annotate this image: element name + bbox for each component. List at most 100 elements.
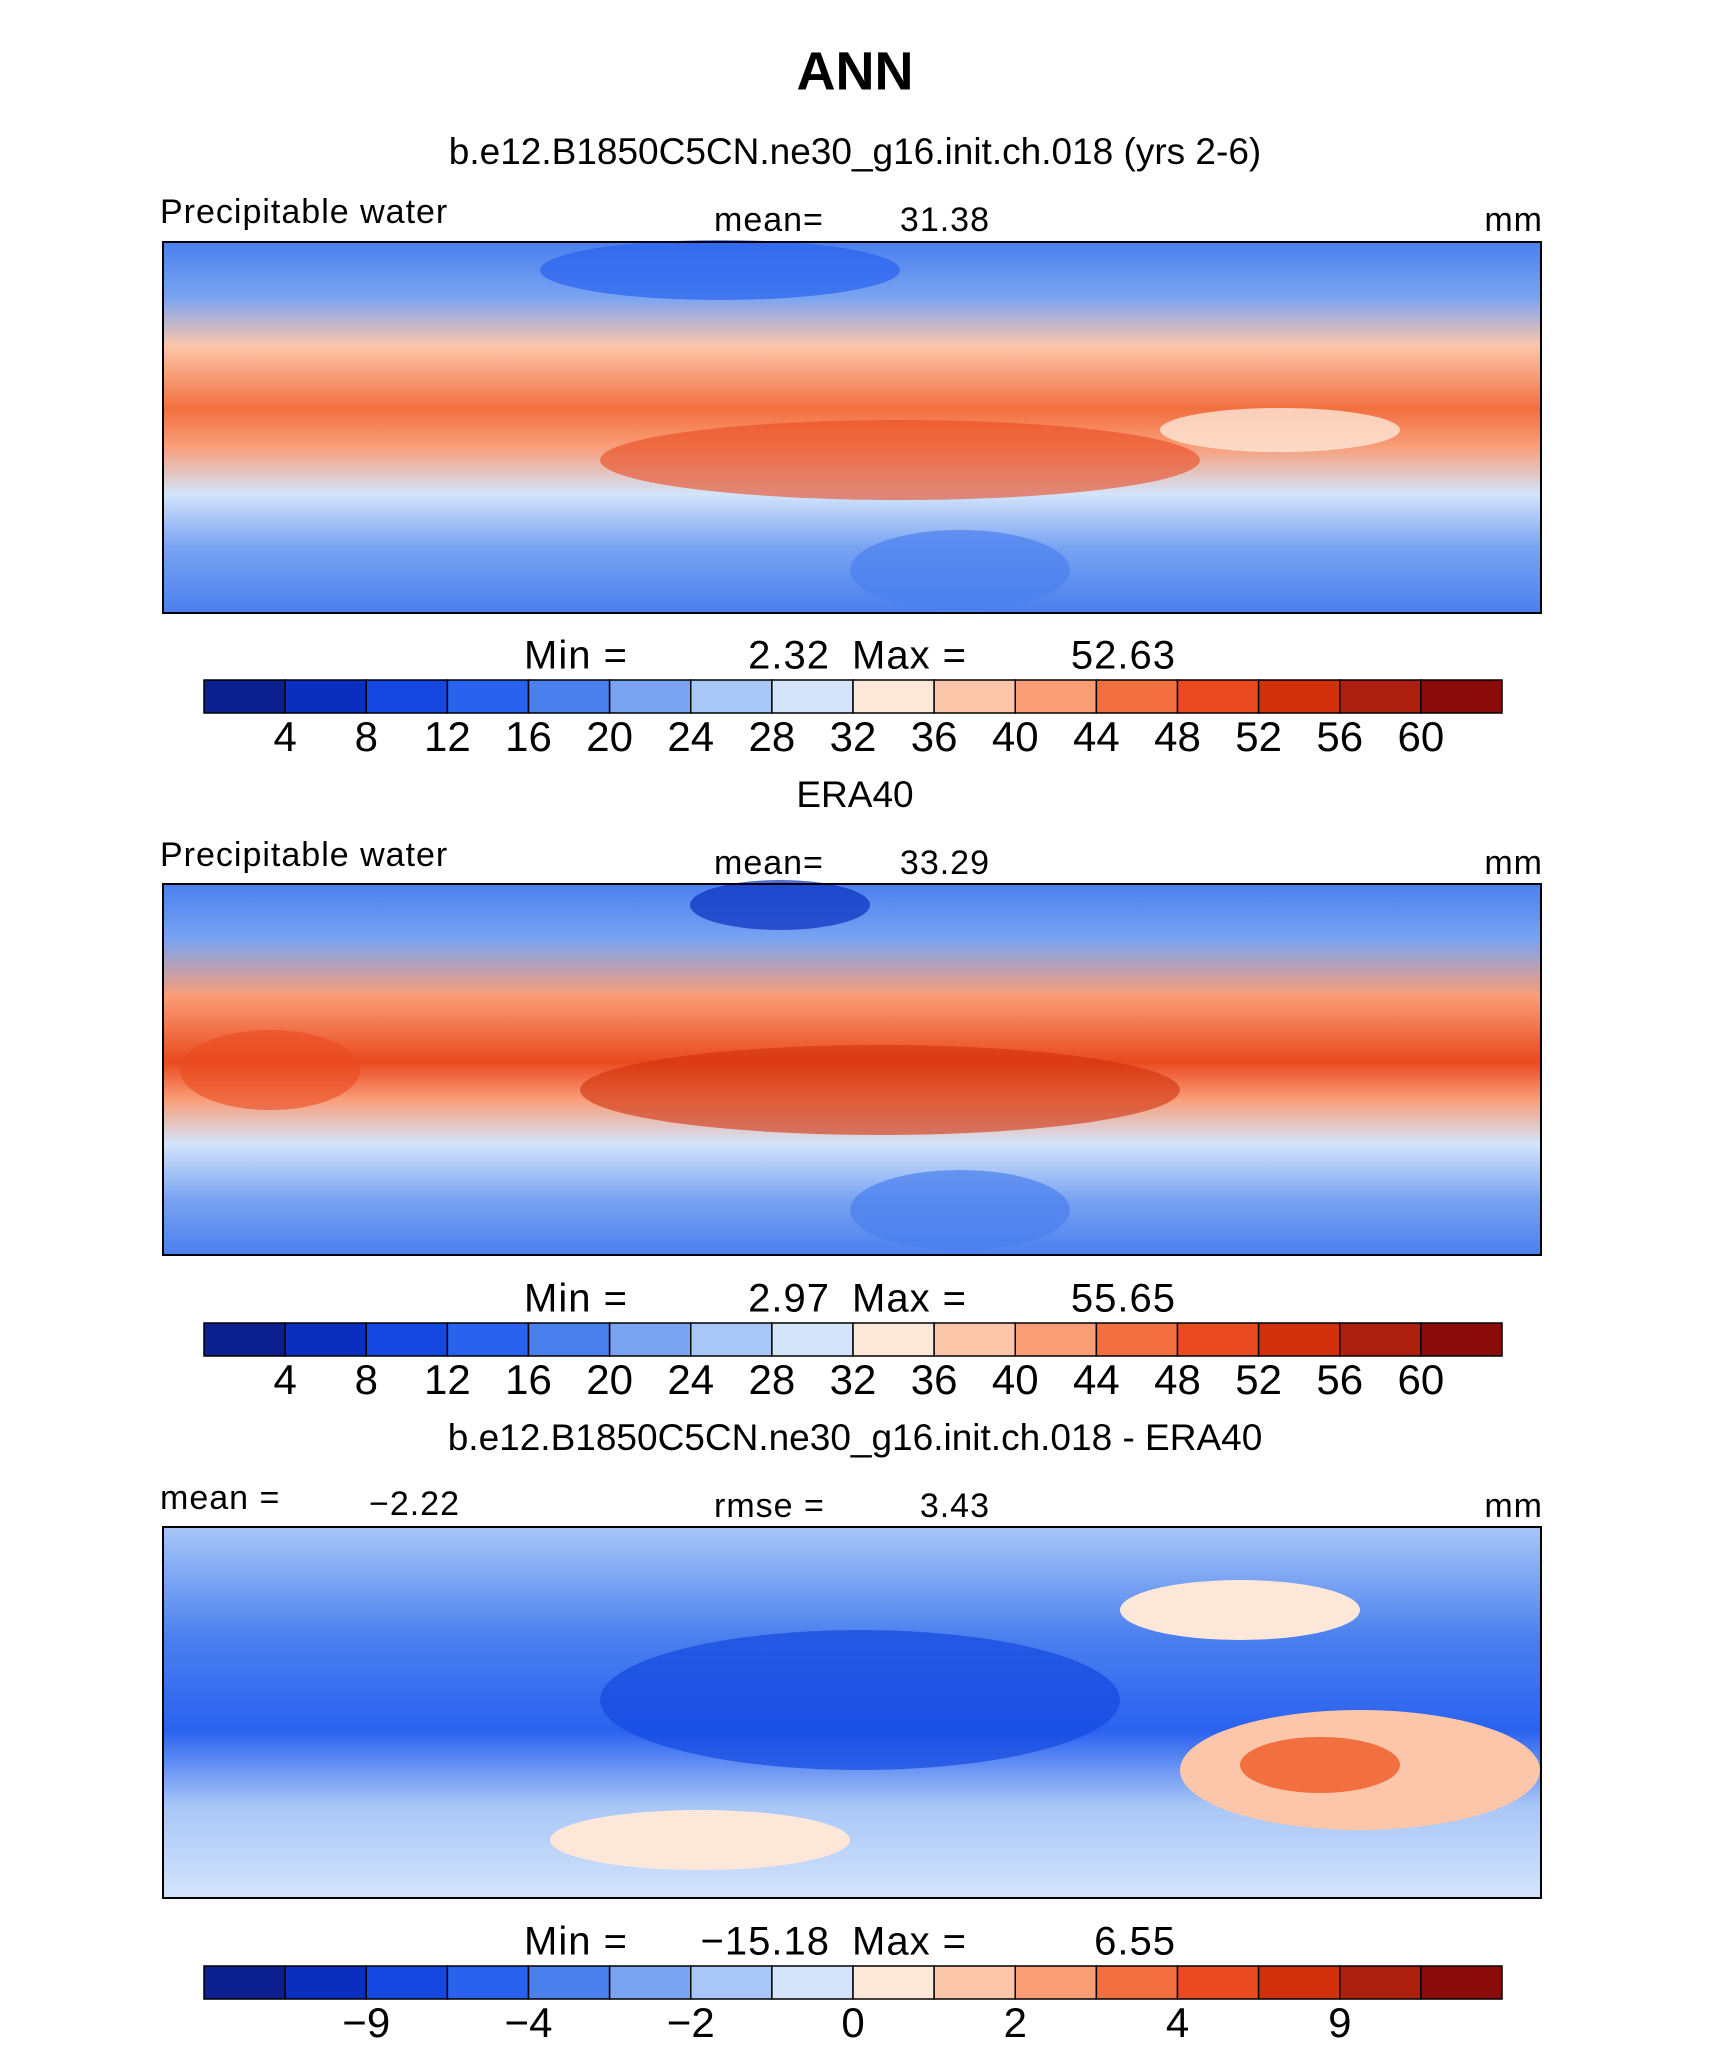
colorbar-box — [1420, 679, 1503, 714]
min-label: Min = — [524, 1277, 628, 1321]
colorbar-tick-label: 36 — [911, 1356, 958, 1403]
colorbar-box — [284, 1965, 367, 2000]
colorbar-tick-label: 32 — [830, 1356, 877, 1403]
map-3 — [162, 1526, 1542, 1899]
colorbar-tick-label: −9 — [342, 1999, 390, 2046]
colorbar-box — [446, 679, 530, 714]
max-value: 6.55 — [1094, 1920, 1176, 1964]
center-value: 3.43 — [920, 1487, 990, 1525]
colorbar-tick-label: 28 — [749, 1356, 796, 1403]
colorbar-box — [608, 679, 692, 714]
colorbar-tick-label: 48 — [1154, 713, 1201, 760]
min-label: Min = — [524, 634, 628, 678]
colorbar-box — [527, 1322, 611, 1357]
colorbar-tick-label: 8 — [355, 713, 378, 760]
colorbar-box — [933, 1322, 1016, 1357]
colorbar-box — [1257, 679, 1341, 714]
colorbar-tick-label: 28 — [749, 713, 796, 760]
colorbar-tick-label: 12 — [424, 1356, 471, 1403]
colorbar-box — [446, 1322, 530, 1357]
colorbar-box — [1420, 1322, 1503, 1357]
min-value: 2.32 — [748, 634, 830, 678]
panel-title: b.e12.B1850C5CN.ne30_g16.init.ch.018 (yr… — [449, 131, 1261, 172]
colorbar-tick-label: 4 — [273, 1356, 296, 1403]
colorbar-tick-label: 44 — [1073, 1356, 1120, 1403]
colorbar-tick-label: −4 — [505, 1999, 553, 2046]
colorbar-box — [1176, 1965, 1260, 2000]
colorbar-box — [284, 1322, 367, 1357]
colorbar-box — [1176, 1322, 1260, 1357]
colorbar-tick-label: 56 — [1316, 713, 1363, 760]
colorbar-box — [1339, 1965, 1422, 2000]
colorbar-tick-label: 2 — [1004, 1999, 1027, 2046]
colorbar-tick-label: 44 — [1073, 713, 1120, 760]
colorbar-box — [852, 1322, 935, 1357]
colorbar-tick-label: 36 — [911, 713, 958, 760]
colorbar-box — [203, 1965, 286, 2000]
colorbar-box — [1339, 1322, 1422, 1357]
colorbar-box — [1095, 1965, 1179, 2000]
colorbar-box — [1420, 1965, 1503, 2000]
colorbar-tick-label: 52 — [1235, 713, 1282, 760]
colorbar-tick-label: 9 — [1328, 1999, 1351, 2046]
min-value: −15.18 — [701, 1920, 830, 1964]
colorbar-box — [365, 679, 449, 714]
center-value: 31.38 — [900, 201, 990, 239]
colorbar-box — [933, 679, 1016, 714]
min-label: Min = — [524, 1920, 628, 1964]
colorbar-box — [1095, 679, 1179, 714]
center-label: mean= — [714, 201, 824, 239]
panel-title: ERA40 — [796, 774, 913, 815]
colorbar-box — [446, 1965, 530, 2000]
colorbar-tick-label: 4 — [273, 713, 296, 760]
colorbar-box — [690, 679, 773, 714]
max-label: Max = — [852, 1920, 967, 1964]
colorbar-tick-label: 24 — [667, 713, 714, 760]
center-label: rmse = — [714, 1487, 825, 1525]
colorbar-tick-label: 20 — [586, 713, 633, 760]
colorbar-tick-label: 40 — [992, 713, 1039, 760]
panel-title: b.e12.B1850C5CN.ne30_g16.init.ch.018 - E… — [448, 1417, 1263, 1458]
colorbar-box — [933, 1965, 1016, 2000]
colorbar-box — [527, 1965, 611, 2000]
colorbar-box — [771, 1322, 854, 1357]
colorbar-box — [771, 1965, 854, 2000]
colorbar-tick-label: 40 — [992, 1356, 1039, 1403]
colorbar-tick-label: 12 — [424, 713, 471, 760]
max-label: Max = — [852, 1277, 967, 1321]
colorbar-tick-label: 20 — [586, 1356, 633, 1403]
colorbar-tick-label: 52 — [1235, 1356, 1282, 1403]
center-label: mean= — [714, 844, 824, 882]
colorbar-box — [1014, 679, 1098, 714]
min-value: 2.97 — [748, 1277, 830, 1321]
colorbar-box — [1176, 679, 1260, 714]
colorbar-box — [203, 1322, 286, 1357]
max-value: 52.63 — [1071, 634, 1176, 678]
map-1 — [162, 240, 1542, 614]
colorbar-box — [527, 679, 611, 714]
left-label: Precipitable water — [160, 836, 448, 874]
colorbar-tick-label: 16 — [505, 1356, 552, 1403]
colorbar-box — [365, 1965, 449, 2000]
colorbar-tick-label: 24 — [667, 1356, 714, 1403]
colorbar-box — [771, 679, 854, 714]
max-label: Max = — [852, 634, 967, 678]
colorbar-box — [1095, 1322, 1179, 1357]
colorbar-box — [690, 1965, 773, 2000]
colorbar-box — [608, 1965, 692, 2000]
map-2 — [162, 880, 1542, 1256]
colorbar-tick-label: 48 — [1154, 1356, 1201, 1403]
colorbar-tick-label: 60 — [1398, 1356, 1445, 1403]
max-value: 55.65 — [1071, 1277, 1176, 1321]
colorbar-box — [852, 1965, 935, 2000]
colorbar-box — [1257, 1322, 1341, 1357]
colorbar-box — [365, 1322, 449, 1357]
colorbar-tick-label: 16 — [505, 713, 552, 760]
colorbar-box — [1339, 679, 1422, 714]
figure-title: ANN — [797, 41, 914, 101]
left-label: mean = — [160, 1479, 280, 1517]
colorbar-tick-label: 56 — [1316, 1356, 1363, 1403]
colorbar-box — [1014, 1965, 1098, 2000]
unit-label: mm — [1484, 201, 1543, 239]
